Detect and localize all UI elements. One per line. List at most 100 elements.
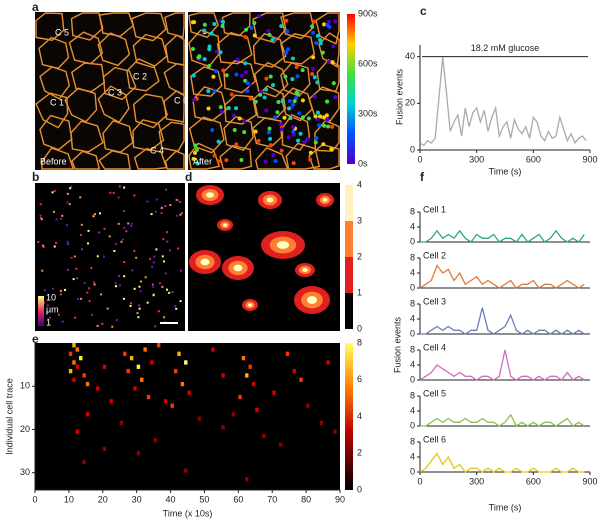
cell-label: C 6 — [174, 95, 188, 105]
colorbar-segment — [345, 257, 353, 293]
event-dot — [98, 231, 101, 234]
event-dot — [286, 135, 291, 140]
event-dot — [96, 324, 99, 327]
event-dot — [125, 230, 128, 233]
event-dot — [252, 21, 257, 26]
event-dot — [213, 68, 218, 73]
event-dot — [153, 255, 156, 258]
series-label: Cell 1 — [423, 204, 446, 214]
event-dot — [322, 123, 327, 128]
event-dot — [219, 109, 224, 114]
event-dot — [152, 261, 155, 264]
panel-label: f — [420, 170, 425, 184]
x-tick-label: 50 — [199, 494, 209, 504]
event-dot — [216, 139, 221, 144]
event-dot — [224, 73, 229, 78]
event-dot — [271, 152, 276, 157]
density-blob — [200, 258, 210, 266]
event-dot — [151, 283, 154, 286]
heatmap-cell — [319, 420, 324, 426]
event-dot — [325, 117, 330, 122]
colorbar-label: 4 — [357, 411, 362, 421]
axis — [419, 304, 590, 335]
event-dot — [291, 125, 296, 130]
y-tick-label: 0 — [410, 144, 415, 154]
event-dot — [243, 61, 248, 66]
colorbar-label: 2 — [357, 448, 362, 458]
axis — [419, 212, 590, 243]
event-dot — [232, 127, 237, 132]
event-dot — [164, 272, 167, 275]
event-dot — [207, 47, 212, 52]
event-dot — [283, 74, 288, 79]
heatmap-cell — [75, 364, 80, 369]
event-dot — [115, 285, 118, 288]
y-tick-label: 8 — [410, 298, 415, 308]
cell-label: C 3 — [108, 87, 122, 97]
event-dot — [284, 50, 289, 55]
cell-outline — [254, 61, 289, 98]
event-dot — [59, 289, 62, 292]
event-dot — [279, 148, 284, 153]
heatmap-cell — [333, 429, 337, 434]
event-dot — [53, 189, 56, 192]
y-tick-label: 4 — [410, 451, 415, 461]
event-dot — [298, 131, 303, 136]
series-label: Cell 2 — [423, 250, 446, 260]
event-dot — [291, 102, 296, 107]
data-line — [419, 452, 585, 473]
event-dot — [296, 138, 301, 143]
event-dot — [291, 132, 296, 137]
cell-label: C 2 — [133, 71, 147, 81]
event-dot — [263, 159, 268, 164]
heatmap-cell — [72, 360, 76, 365]
event-dot — [330, 60, 335, 65]
event-dot — [279, 127, 284, 132]
cell-outline — [70, 12, 104, 41]
event-dot — [324, 113, 329, 118]
event-dot — [123, 210, 126, 213]
event-dot — [312, 19, 317, 24]
heatmap-cell — [140, 377, 144, 382]
event-dot — [123, 275, 126, 278]
event-dot — [174, 305, 177, 308]
event-dot — [239, 158, 244, 163]
heatmap-cell — [109, 399, 113, 404]
event-dot — [161, 255, 164, 258]
cell-outline — [252, 12, 287, 44]
event-dot — [288, 115, 293, 120]
density-blob — [206, 192, 214, 198]
heatmap-cell — [82, 459, 86, 465]
cell-label: C 1 — [50, 97, 64, 107]
event-dot — [209, 31, 214, 36]
x-tick-label: 20 — [98, 494, 108, 504]
y-tick-label: 8 — [410, 344, 415, 354]
event-dot — [87, 229, 90, 232]
event-dot — [297, 111, 302, 116]
event-dot — [133, 287, 136, 290]
heatmap-cell — [72, 343, 76, 348]
heatmap-cell — [119, 420, 124, 426]
event-dot — [202, 28, 207, 33]
event-dot — [93, 283, 96, 286]
event-dot — [292, 99, 297, 104]
event-dot — [70, 256, 73, 259]
event-dot — [248, 96, 253, 101]
event-dot — [326, 124, 331, 129]
image-label: Before — [40, 156, 67, 166]
cell-outline — [164, 12, 185, 38]
event-dot — [310, 24, 315, 29]
event-dot — [294, 65, 299, 70]
series-label: Cell 4 — [423, 342, 446, 352]
x-tick-label: 60 — [233, 494, 243, 504]
event-dot — [168, 249, 171, 252]
axis — [419, 442, 590, 473]
event-dot — [266, 29, 271, 34]
event-dot — [61, 214, 64, 217]
event-dot — [329, 146, 334, 151]
cell-outline — [163, 90, 185, 123]
colorbar-label: 1 — [357, 287, 362, 297]
heatmap-cell — [279, 442, 283, 447]
heatmap-cell — [102, 446, 107, 452]
